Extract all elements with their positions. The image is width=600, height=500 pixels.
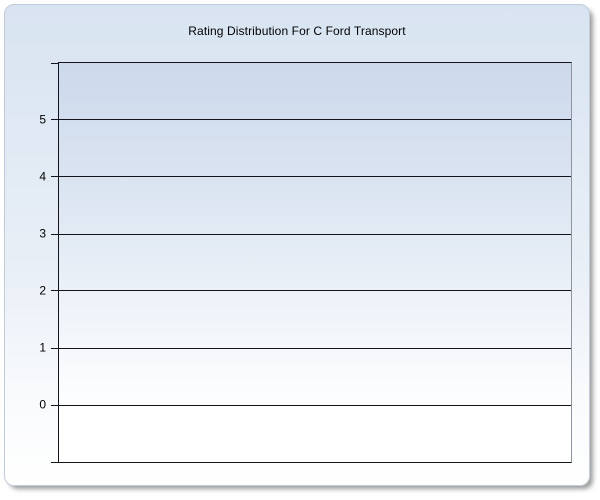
y-axis-tick — [51, 119, 59, 121]
y-axis-tick-label: 5 — [39, 112, 46, 127]
y-axis-tick — [51, 404, 59, 406]
y-axis-tick — [51, 176, 59, 178]
gridline — [59, 290, 571, 292]
y-axis-tick-label: 2 — [39, 283, 46, 298]
chart-title: Rating Distribution For C Ford Transport — [188, 24, 406, 38]
y-axis-tick — [51, 233, 59, 235]
plot-area: 5 4 3 2 1 0 — [39, 62, 572, 463]
y-axis-tick-label: 3 — [39, 226, 46, 241]
y-axis-tick-label: 4 — [39, 169, 46, 184]
gridline — [59, 176, 571, 178]
gridline — [59, 347, 571, 349]
y-axis-tick — [51, 461, 59, 463]
y-axis-tick — [51, 290, 59, 292]
y-axis-tick — [51, 62, 59, 64]
gridline — [59, 233, 571, 235]
gridline — [59, 404, 571, 406]
y-axis-tick-label: 0 — [39, 397, 46, 412]
y-axis-tick — [51, 347, 59, 349]
chart-panel: Rating Distribution For C Ford Transport… — [4, 4, 590, 486]
y-axis-tick-label: 1 — [39, 340, 46, 355]
gridline — [59, 119, 571, 121]
